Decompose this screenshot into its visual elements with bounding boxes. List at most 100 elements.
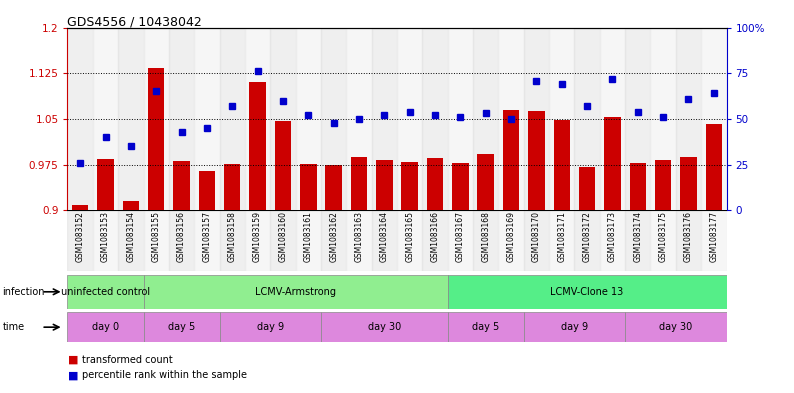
Bar	[625, 28, 650, 210]
Bar	[67, 28, 93, 210]
Text: day 0: day 0	[92, 322, 119, 332]
Bar	[275, 121, 291, 210]
Bar	[321, 312, 448, 342]
Bar	[321, 28, 346, 210]
Bar	[144, 275, 448, 309]
Bar	[122, 201, 139, 210]
Text: GSM1083160: GSM1083160	[279, 211, 287, 263]
Bar	[397, 210, 422, 271]
Bar	[397, 28, 422, 210]
Bar	[220, 28, 245, 210]
Bar	[579, 167, 596, 210]
Bar	[655, 160, 672, 210]
Bar	[553, 120, 570, 210]
Bar	[346, 28, 372, 210]
Bar	[528, 111, 545, 210]
Bar	[650, 28, 676, 210]
Text: GSM1083155: GSM1083155	[152, 211, 160, 263]
Text: GSM1083177: GSM1083177	[709, 211, 719, 263]
Bar	[452, 163, 468, 210]
Bar	[198, 171, 215, 210]
Bar	[422, 210, 448, 271]
Text: GSM1083167: GSM1083167	[456, 211, 464, 263]
Bar	[625, 210, 650, 271]
Text: GSM1083153: GSM1083153	[101, 211, 110, 263]
Text: uninfected control: uninfected control	[61, 287, 150, 297]
Text: GSM1083158: GSM1083158	[228, 211, 237, 263]
Text: GSM1083162: GSM1083162	[330, 211, 338, 263]
Bar	[650, 210, 676, 271]
Bar	[245, 28, 270, 210]
Bar	[295, 28, 321, 210]
Bar	[574, 28, 599, 210]
Bar	[376, 160, 392, 210]
Bar	[300, 164, 317, 210]
Bar	[499, 28, 524, 210]
Bar	[173, 161, 190, 210]
Bar	[372, 28, 397, 210]
Text: day 5: day 5	[168, 322, 195, 332]
Bar	[448, 28, 473, 210]
Text: GSM1083161: GSM1083161	[304, 211, 313, 263]
Bar	[448, 312, 524, 342]
Text: GSM1083156: GSM1083156	[177, 211, 186, 263]
Bar	[346, 210, 372, 271]
Text: day 9: day 9	[561, 322, 588, 332]
Text: GSM1083172: GSM1083172	[583, 211, 592, 263]
Text: GSM1083176: GSM1083176	[684, 211, 693, 263]
Bar	[422, 28, 448, 210]
Text: GSM1083166: GSM1083166	[430, 211, 440, 263]
Bar	[148, 68, 164, 210]
Text: GSM1083163: GSM1083163	[354, 211, 364, 263]
Bar	[676, 210, 701, 271]
Text: GSM1083159: GSM1083159	[253, 211, 262, 263]
Bar	[321, 210, 346, 271]
Bar	[524, 210, 549, 271]
Text: percentile rank within the sample: percentile rank within the sample	[82, 370, 247, 380]
Bar	[118, 28, 144, 210]
Bar	[473, 210, 499, 271]
Text: GSM1083152: GSM1083152	[75, 211, 85, 263]
Bar	[72, 206, 88, 210]
Text: transformed count: transformed count	[82, 354, 172, 365]
Text: ■: ■	[67, 370, 78, 380]
Text: day 30: day 30	[659, 322, 692, 332]
Text: GSM1083164: GSM1083164	[380, 211, 389, 263]
Bar	[295, 210, 321, 271]
Bar	[599, 210, 625, 271]
Bar	[67, 210, 93, 271]
Text: infection: infection	[2, 287, 45, 297]
Bar	[220, 210, 245, 271]
Bar	[402, 162, 418, 210]
Bar	[630, 163, 646, 210]
Bar	[326, 165, 342, 210]
Bar	[270, 210, 295, 271]
Text: GSM1083157: GSM1083157	[202, 211, 211, 263]
Bar	[676, 28, 701, 210]
Bar	[195, 210, 220, 271]
Bar	[549, 28, 574, 210]
Bar	[427, 158, 443, 210]
Bar	[98, 159, 114, 210]
Text: time: time	[2, 322, 25, 332]
Bar	[549, 210, 574, 271]
Text: LCMV-Clone 13: LCMV-Clone 13	[550, 287, 624, 297]
Bar	[477, 154, 494, 210]
Bar	[93, 28, 118, 210]
Bar	[499, 210, 524, 271]
Bar	[372, 210, 397, 271]
Bar	[144, 28, 169, 210]
Bar	[249, 82, 266, 210]
Bar	[524, 28, 549, 210]
Bar	[144, 210, 169, 271]
Bar	[93, 210, 118, 271]
Text: GSM1083174: GSM1083174	[634, 211, 642, 263]
Bar	[503, 110, 519, 210]
Bar	[144, 312, 220, 342]
Bar	[118, 210, 144, 271]
Bar	[220, 312, 321, 342]
Bar	[270, 28, 295, 210]
Bar	[701, 28, 727, 210]
Bar	[169, 210, 195, 271]
Bar	[604, 117, 621, 210]
